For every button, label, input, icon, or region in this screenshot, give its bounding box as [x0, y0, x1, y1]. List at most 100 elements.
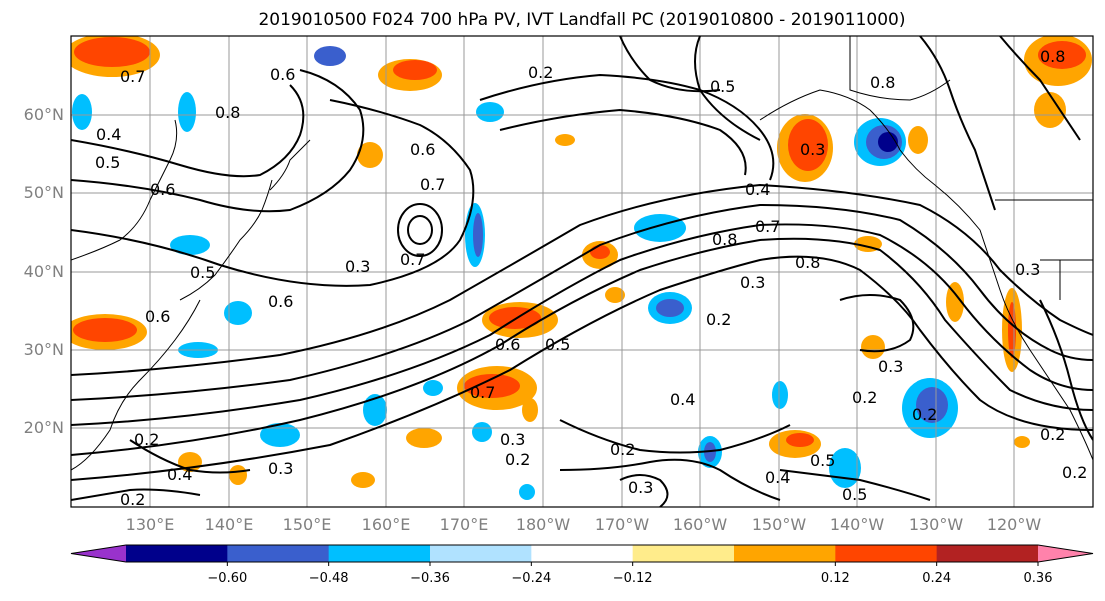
contour-label: 0.2	[852, 388, 877, 407]
colorbar-tick-label: −0.36	[410, 571, 450, 586]
shade-neg	[916, 387, 948, 423]
shade-pos	[1038, 41, 1086, 69]
contour-label: 0.8	[215, 103, 240, 122]
map-border	[70, 35, 1094, 508]
colorbar-cell	[632, 545, 735, 562]
lon-label: 140°W	[830, 515, 885, 534]
colorbar-cell	[126, 545, 228, 562]
shade-pos	[229, 465, 247, 485]
contour-label: 0.2	[1062, 463, 1087, 482]
contour-label: 0.2	[912, 405, 937, 424]
shade-neg	[224, 301, 252, 325]
contour-label: 0.3	[800, 140, 825, 159]
graticule	[71, 36, 1093, 507]
contour-label: 0.2	[706, 310, 731, 329]
colorbar-cell	[734, 545, 836, 562]
contour-label: 0.4	[765, 468, 790, 487]
colorbar-extend-min	[71, 545, 126, 562]
shade-neg	[656, 299, 684, 317]
colorbar-outline	[70, 544, 1094, 563]
shade-neg	[363, 394, 387, 426]
colorbar-tick-label: −0.12	[613, 571, 653, 586]
lon-label: 130°E	[126, 515, 175, 534]
shade-pos	[1014, 436, 1030, 448]
contour-label: 0.3	[878, 357, 903, 376]
contour-label: 0.4	[670, 390, 695, 409]
lat-axis: 20°N 30°N 40°N 50°N 60°N	[24, 105, 64, 437]
contour-label: 0.2	[134, 430, 159, 449]
contour-label: 0.4	[96, 125, 121, 144]
contour-label: 0.6	[495, 335, 520, 354]
contour-label: 0.7	[755, 217, 780, 236]
shade-pos	[908, 126, 928, 154]
colorbar-tick-label: 0.12	[821, 571, 850, 586]
contour-label: 0.3	[500, 430, 525, 449]
lon-label: 160°W	[673, 515, 728, 534]
shade-neg	[519, 484, 535, 500]
lon-label: 160°E	[362, 515, 411, 534]
contour-label: 0.6	[410, 140, 435, 159]
lat-label: 20°N	[24, 418, 64, 437]
contour-label: 0.4	[745, 180, 770, 199]
contour-label: 0.4	[167, 465, 192, 484]
colorbar-cell	[936, 545, 1039, 562]
lat-label: 50°N	[24, 183, 64, 202]
contour-label: 0.5	[810, 451, 835, 470]
shade-neg	[170, 235, 210, 255]
contour-label: 0.8	[795, 253, 820, 272]
contour-label: 0.7	[470, 383, 495, 402]
lon-axis: 130°E 140°E 150°E 160°E 170°E 180°W 170°…	[126, 515, 1042, 534]
contour-label: 0.7	[400, 250, 425, 269]
contour-label: 0.5	[545, 335, 570, 354]
shade-pos	[73, 318, 137, 342]
lon-label: 120°W	[987, 515, 1042, 534]
lat-label: 40°N	[24, 262, 64, 281]
contour-label: 0.2	[1040, 425, 1065, 444]
colorbar-cells	[71, 545, 1093, 562]
colorbar-tick-label: 0.24	[922, 571, 951, 586]
contour-label: 0.7	[120, 67, 145, 86]
contour-label: 0.3	[1015, 260, 1040, 279]
colorbar-cell	[531, 545, 634, 562]
shade-pos	[351, 472, 375, 488]
contour-label: 0.2	[610, 440, 635, 459]
contour-label: 0.8	[712, 230, 737, 249]
shade-pos	[406, 428, 442, 448]
lon-label: 180°W	[516, 515, 571, 534]
contour-label: 0.5	[710, 77, 735, 96]
shade-neg	[473, 213, 483, 257]
shade-neg	[72, 94, 92, 130]
contour-label: 0.3	[345, 257, 370, 276]
lat-label: 30°N	[24, 340, 64, 359]
lon-label: 150°W	[752, 515, 807, 534]
shade-pos	[786, 433, 814, 447]
lon-label: 170°E	[440, 515, 489, 534]
contour-label: 0.6	[270, 65, 295, 84]
lat-label: 60°N	[24, 105, 64, 124]
shade-neg	[314, 46, 346, 66]
contour-label: 0.6	[150, 180, 175, 199]
contour-labels: 0.7 0.6 0.4 0.5 0.6 0.8 0.6 0.7 0.2 0.5 …	[95, 47, 1087, 507]
shade-pos	[464, 374, 520, 398]
colorbar-extend-max	[1038, 545, 1093, 562]
shade-pos	[489, 307, 541, 329]
shade-pos	[393, 60, 437, 80]
contour-label: 0.8	[870, 73, 895, 92]
contour-label: 0.5	[95, 153, 120, 172]
shade-neg	[260, 423, 300, 447]
lon-label: 130°W	[909, 515, 964, 534]
shade-neg	[772, 381, 788, 409]
shade-neg	[634, 214, 686, 242]
shade-pos	[1034, 92, 1066, 128]
shade-pos	[605, 287, 625, 303]
colorbar-tick-label: −0.60	[207, 571, 247, 586]
shade-neg	[423, 380, 443, 396]
contour-label: 0.6	[145, 307, 170, 326]
shade-pos	[555, 134, 575, 146]
map-area: 0.7 0.6 0.4 0.5 0.6 0.8 0.6 0.7 0.2 0.5 …	[71, 36, 1093, 507]
colorbar-cell	[227, 545, 330, 562]
shade-neg	[178, 92, 196, 132]
shade-pos	[788, 119, 828, 171]
contour-label: 0.5	[190, 263, 215, 282]
